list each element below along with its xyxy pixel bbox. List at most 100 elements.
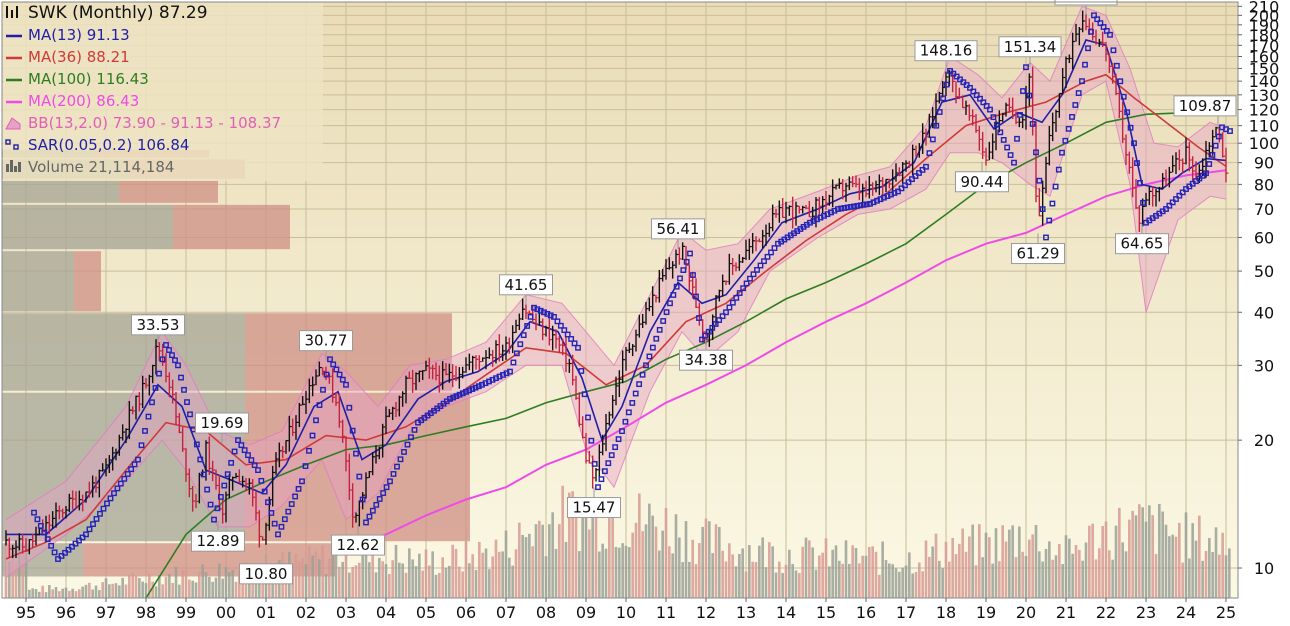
volume-bar <box>831 549 834 598</box>
x-tick-label: 12 <box>696 603 716 622</box>
sar-dot <box>997 129 1004 136</box>
volume-bar <box>58 591 61 598</box>
vbp-down-bar <box>119 180 218 203</box>
volume-bar <box>171 582 174 598</box>
volume-bar <box>354 565 358 598</box>
volume-bar <box>1081 560 1084 598</box>
sar-dot <box>193 441 200 448</box>
legend-volume-bar-icon <box>14 166 17 172</box>
volume-bar <box>918 562 921 598</box>
volume-bar <box>984 532 988 598</box>
sar-dot <box>895 188 901 195</box>
volume-bar <box>1214 527 1218 598</box>
x-tick-label: 15 <box>816 603 836 622</box>
sar-dot <box>835 206 841 212</box>
sar-dot <box>475 383 482 390</box>
sar-dot <box>1173 196 1179 202</box>
volume-bar <box>474 569 478 598</box>
sar-dot <box>145 413 152 420</box>
sar-dot <box>581 391 588 398</box>
sar-dot <box>663 309 670 316</box>
price-callout: 109.87 <box>1173 95 1237 126</box>
volume-bar <box>74 591 78 598</box>
volume-bar <box>611 514 614 598</box>
sar-dot <box>1203 170 1209 177</box>
volume-bar <box>431 551 434 598</box>
volume-bar <box>521 534 524 598</box>
volume-bar <box>331 550 334 598</box>
sar-dot <box>510 359 517 366</box>
volume-bar <box>104 578 108 598</box>
sar-dot <box>571 340 578 347</box>
sar-dot <box>343 381 349 388</box>
sar-dot <box>1091 12 1097 19</box>
vbp-up-bar <box>2 180 119 203</box>
sar-dot <box>761 258 767 265</box>
sar-dot <box>309 432 316 439</box>
volume-bar <box>1088 525 1091 598</box>
sar-dot <box>847 204 854 210</box>
sar-dot <box>625 409 632 416</box>
sar-dot <box>1166 202 1173 209</box>
volume-bar <box>934 533 938 598</box>
sar-dot <box>726 304 733 311</box>
volume-bar <box>301 557 304 598</box>
volume-bar <box>518 522 521 598</box>
sar-dot <box>1026 92 1033 99</box>
volume-bar <box>1021 551 1024 598</box>
sar-dot <box>456 391 463 398</box>
price-callout: 56.41 <box>651 218 705 249</box>
sar-dot <box>747 275 753 282</box>
callout-label: 15.47 <box>573 499 616 517</box>
sar-dot <box>1036 177 1043 184</box>
volume-bar <box>318 559 321 598</box>
sar-dot <box>1052 183 1059 190</box>
volume-bar <box>751 561 754 598</box>
parabolic-sar <box>31 12 1233 562</box>
sar-dot <box>643 362 649 369</box>
volume-bar <box>428 565 431 598</box>
sar-dot <box>1075 90 1082 96</box>
volume-bar <box>124 584 128 598</box>
ma36-line <box>5 73 1227 560</box>
volume-bar <box>401 563 404 598</box>
volume-bar <box>871 546 874 598</box>
volume-bar <box>1014 557 1018 598</box>
sar-dot <box>163 342 169 348</box>
volume-bar <box>1031 534 1034 598</box>
volume-bar <box>554 548 558 598</box>
sar-dot <box>639 371 646 378</box>
volume-bar <box>864 555 868 598</box>
legend-label: SAR(0.05,0.2) 106.84 <box>28 136 189 154</box>
sar-dot <box>608 452 615 459</box>
volume-bar <box>764 567 768 598</box>
volume-bar <box>1098 548 1101 598</box>
volume-bar <box>1148 505 1151 598</box>
x-tick-label: 22 <box>1096 603 1116 622</box>
volume-bar <box>1158 504 1161 598</box>
volume-bar <box>404 572 408 598</box>
sar-dot <box>1169 199 1176 206</box>
sar-dot <box>851 203 857 210</box>
sar-dot <box>527 313 534 320</box>
vbp-up-bar <box>2 313 245 391</box>
sar-dot <box>936 109 943 115</box>
volume-bar <box>1151 515 1154 598</box>
sar-dot <box>363 519 369 526</box>
volume-bar <box>148 574 151 598</box>
sar-dot <box>281 516 288 523</box>
sar-dot <box>327 356 333 363</box>
legend-entry: MA(36) 88.21 <box>6 48 130 66</box>
sar-dot <box>76 537 82 544</box>
volume-bar <box>464 541 468 598</box>
volume-bar <box>471 554 474 598</box>
volume-bar <box>71 588 74 598</box>
y-tick-label: 130 <box>1249 86 1280 105</box>
volume-bar <box>978 524 981 598</box>
sar-dot <box>578 368 585 374</box>
callout-label: 34.38 <box>685 351 728 369</box>
volume-bar <box>561 485 564 598</box>
volume-bar <box>1041 561 1044 598</box>
sar-dot <box>551 314 557 320</box>
